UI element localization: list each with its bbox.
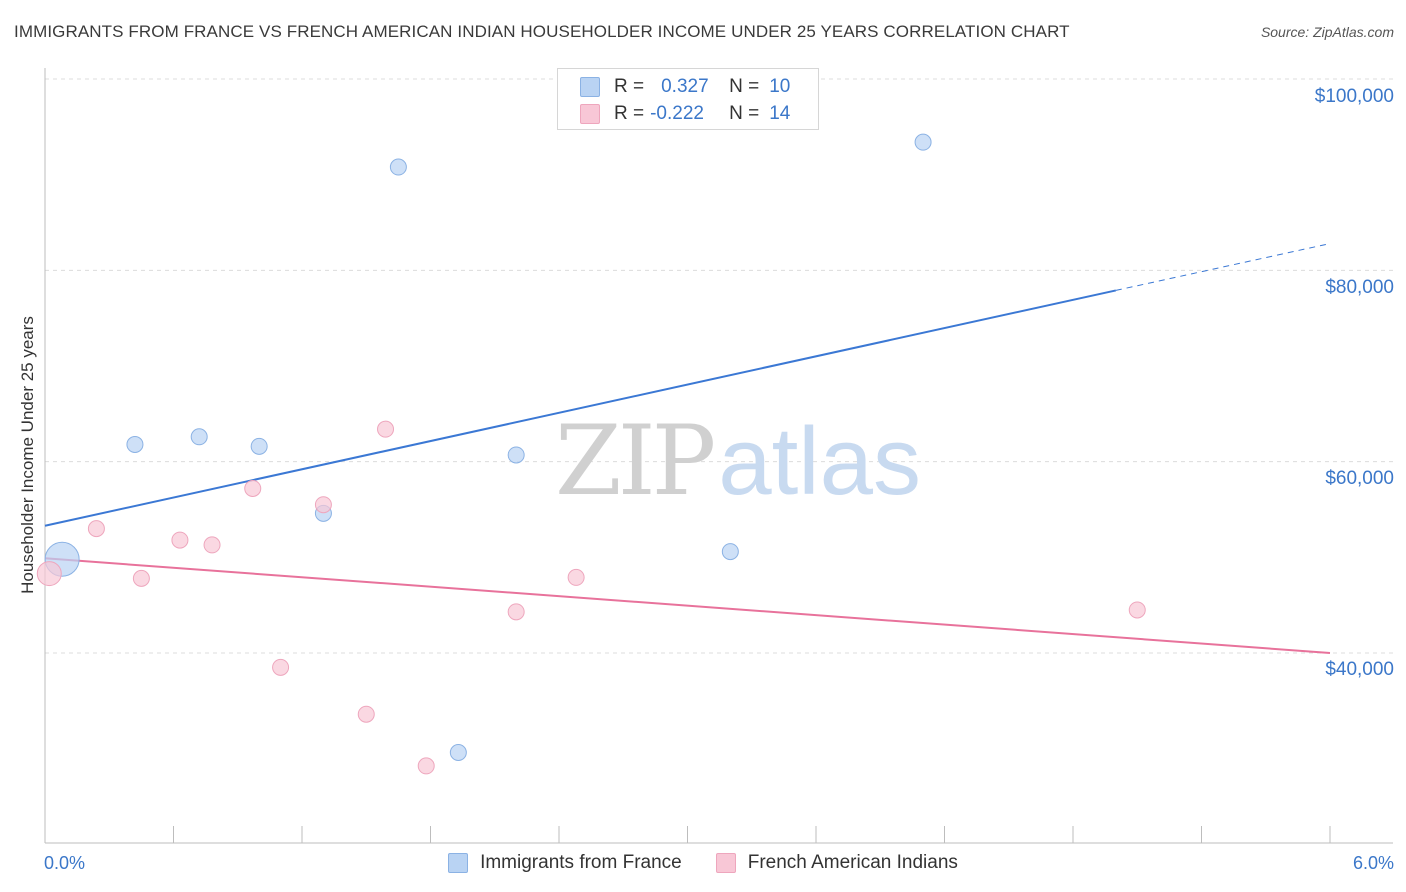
legend-swatch-french-american-indians: [715, 853, 736, 873]
data-point-french-american-indians: [567, 568, 585, 586]
data-point-french-american-indians: [1128, 601, 1146, 619]
stats-legend: R = 0.327 N = 10 R = -0.222 N = 14: [557, 68, 819, 130]
data-point-french-american-indians: [314, 496, 332, 514]
legend-n-value-france: 10: [769, 76, 791, 97]
y-tick-label: $80,000: [1325, 277, 1394, 298]
legend-row-france: R = 0.327 N = 10: [580, 74, 790, 100]
x-tick-label-max: 6.0%: [1352, 853, 1394, 873]
legend-r-value-france: 0.327: [661, 76, 709, 97]
chart-source: Source: ZipAtlas.com: [1260, 24, 1394, 40]
data-point-france: [190, 428, 208, 446]
legend-swatch-france: [580, 77, 600, 97]
data-point-french-american-indians: [36, 561, 62, 587]
legend-swatch-french-american-indians: [580, 104, 600, 124]
legend-label-france: Immigrants from France: [480, 852, 682, 873]
legend-r-label: R =: [614, 103, 645, 124]
legend-item-france: Immigrants from France: [448, 852, 682, 874]
data-point-france: [721, 543, 739, 561]
data-point-france: [449, 743, 467, 761]
legend-label-french-american-indians: French American Indians: [747, 852, 958, 873]
legend-item-french-american-indians: French American Indians: [715, 852, 958, 874]
legend-n-value-french-american-indians: 14: [769, 103, 791, 124]
data-point-french-american-indians: [417, 757, 435, 775]
data-point-france: [126, 435, 144, 453]
y-tick-label: $60,000: [1325, 468, 1394, 489]
data-point-france: [250, 437, 268, 455]
y-tick-label: $100,000: [1314, 86, 1394, 107]
data-point-french-american-indians: [132, 569, 150, 587]
y-axis-label: Householder Income Under 25 years: [18, 316, 37, 594]
legend-row-french-american-indians: R = -0.222 N = 14: [580, 101, 790, 127]
trend-line-france: [44, 289, 1117, 527]
legend-r-value-french-american-indians: -0.222: [650, 103, 704, 124]
legend-r-label: R =: [614, 76, 645, 97]
data-point-france: [507, 446, 525, 464]
data-point-france: [389, 158, 407, 176]
legend-n-label: N =: [729, 76, 760, 97]
data-point-french-american-indians: [171, 531, 189, 549]
series-legend: Immigrants from France French American I…: [0, 852, 1406, 874]
data-point-france: [914, 133, 932, 151]
trend-line-french-american-indians: [44, 557, 1331, 654]
data-point-french-american-indians: [203, 536, 221, 554]
data-point-french-american-indians: [272, 658, 290, 676]
data-point-french-american-indians: [87, 520, 105, 538]
chart-title: IMMIGRANTS FROM FRANCE VS FRENCH AMERICA…: [14, 22, 1070, 41]
data-point-french-american-indians: [377, 420, 395, 438]
legend-swatch-france: [448, 853, 469, 873]
trend-line-extension: [1115, 243, 1331, 291]
data-point-french-american-indians: [357, 705, 375, 723]
data-point-french-american-indians: [244, 479, 262, 497]
x-tick-label-min: 0.0%: [44, 853, 86, 873]
y-tick-label: $40,000: [1325, 659, 1394, 680]
data-point-french-american-indians: [507, 603, 525, 621]
legend-n-label: N =: [729, 103, 760, 124]
